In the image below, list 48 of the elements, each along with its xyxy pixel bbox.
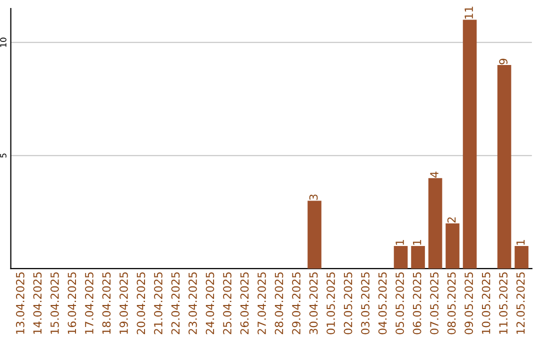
data-label: 3	[309, 194, 318, 200]
data-label: 9	[499, 58, 508, 64]
bar	[462, 20, 477, 269]
bar	[308, 200, 322, 269]
x-tick-label: 19.04.2025	[120, 272, 128, 334]
x-tick-label: 16.04.2025	[68, 272, 76, 334]
x-tick-label: 10.05.2025	[482, 272, 490, 334]
bar	[428, 178, 442, 269]
x-tick-label: 25.04.2025	[223, 272, 232, 334]
x-tick-label: 12.05.2025	[516, 272, 525, 334]
x-tick-label: 07.05.2025	[430, 272, 438, 334]
x-tick-label: 05.05.2025	[396, 272, 404, 334]
y-tick-label: 10	[0, 38, 6, 47]
x-tick-label: 22.04.2025	[171, 272, 180, 334]
x-tick-label: 15.04.2025	[50, 272, 59, 334]
data-label: 4	[430, 172, 438, 178]
bar	[497, 65, 512, 269]
bar	[394, 246, 408, 269]
x-tick-label: 06.05.2025	[412, 272, 422, 334]
x-tick-label: 23.04.2025	[188, 272, 197, 334]
x-tick-label: 17.04.2025	[84, 272, 94, 334]
x-tick-label: 20.04.2025	[136, 272, 146, 334]
x-tick-label: 29.04.2025	[292, 272, 300, 334]
x-tick-label: 11.05.2025	[499, 272, 508, 334]
x-tick-label: 27.04.2025	[258, 272, 266, 334]
data-label: 2	[447, 217, 456, 223]
x-tick-label: 13.04.2025	[16, 272, 24, 334]
x-tick-label: 03.05.2025	[361, 272, 370, 334]
x-tick-label: 01.05.2025	[326, 272, 335, 334]
bar	[411, 246, 425, 269]
x-tick-label: 21.04.2025	[154, 272, 162, 334]
x-tick-label: 14.04.2025	[33, 272, 42, 334]
data-label: 1	[396, 240, 404, 245]
x-tick-label: 28.04.2025	[274, 272, 284, 334]
x-tick-label: 08.05.2025	[447, 272, 456, 334]
x-tick-label: 09.05.2025	[464, 272, 474, 334]
y-tick-label: 5	[0, 154, 6, 158]
x-tick-label: 02.05.2025	[344, 272, 352, 334]
x-tick-label: 18.04.2025	[102, 272, 111, 334]
x-tick-label: 24.04.2025	[206, 272, 214, 334]
bar	[446, 223, 460, 269]
x-tick-label: 04.05.2025	[378, 272, 387, 334]
data-label: 1	[516, 240, 525, 245]
bar	[514, 246, 528, 269]
data-label: 11	[464, 6, 473, 19]
data-label: 1	[412, 240, 422, 245]
x-tick-label: 26.04.2025	[240, 272, 249, 334]
x-tick-label: 30.04.2025	[309, 272, 318, 334]
